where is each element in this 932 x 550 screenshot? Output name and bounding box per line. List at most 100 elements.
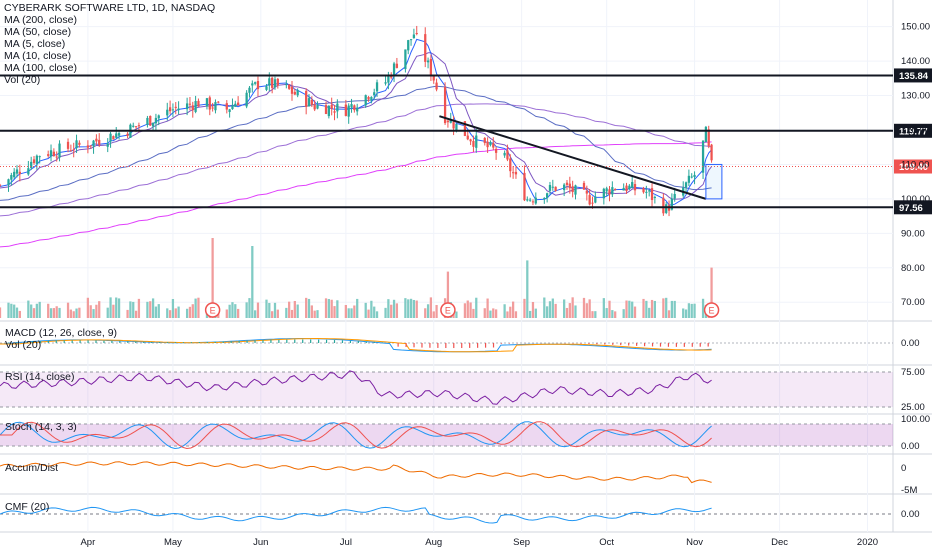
- y-tick-label: 90.00: [901, 228, 925, 239]
- candle-body: [404, 49, 407, 70]
- macd-hist: [55, 340, 57, 343]
- macd-pane-label[interactable]: MACD (12, 26, close, 9): [5, 327, 118, 339]
- volume-bar: [157, 304, 160, 318]
- candle-body: [469, 139, 472, 142]
- candle-body: [483, 138, 486, 144]
- rsi-pane-label[interactable]: RSI (14, close): [5, 371, 75, 383]
- volume-bar: [511, 301, 515, 318]
- volume-bar: [92, 309, 95, 318]
- candle-body: [364, 95, 367, 106]
- trendline-group[interactable]: [439, 115, 723, 200]
- macd-hist: [588, 343, 590, 344]
- macd-hist: [333, 340, 336, 343]
- volume-bar: [188, 306, 192, 318]
- cmf-line: [0, 506, 712, 524]
- symbol-title[interactable]: CYBERARK SOFTWARE LTD, 1D, NASDAQ: [4, 2, 216, 14]
- legend-ma10[interactable]: MA (10, close): [4, 50, 72, 62]
- legend-ma100[interactable]: MA (100, close): [4, 62, 77, 74]
- volume-bar: [134, 310, 138, 318]
- candle-body: [684, 182, 688, 188]
- candle-body: [602, 188, 605, 199]
- volume-bar: [353, 305, 356, 318]
- volume-bar: [288, 301, 291, 318]
- stoch-pane-label[interactable]: Stoch (14, 3, 3): [5, 421, 77, 433]
- macd-hist: [294, 339, 296, 343]
- candle-body: [415, 32, 418, 34]
- candle-body: [526, 199, 529, 201]
- candle-body: [92, 140, 95, 147]
- level-tag-text: 119.77: [899, 126, 928, 137]
- candle-body: [585, 190, 588, 194]
- volume-bar: [662, 298, 665, 318]
- volume-bar: [633, 306, 637, 318]
- macd-hist: [699, 343, 701, 347]
- candle-body: [225, 103, 228, 110]
- main-legend: CYBERARK SOFTWARE LTD, 1D, NASDAQ MA (20…: [4, 2, 215, 86]
- macd-hist: [23, 341, 26, 343]
- volume-bar: [472, 308, 475, 318]
- candle-body: [463, 121, 467, 136]
- volume-bar: [494, 309, 498, 318]
- candle-body: [166, 109, 169, 116]
- volume-bar: [387, 299, 390, 318]
- macd-hist: [437, 343, 439, 348]
- candle-body: [693, 174, 696, 178]
- candle-body: [146, 117, 149, 125]
- macd-hist: [612, 343, 614, 345]
- candle-body: [546, 193, 549, 198]
- candle-body: [293, 91, 296, 95]
- macd-hist: [143, 341, 145, 343]
- level-tag-text: 109.40: [899, 162, 928, 173]
- volume-bar: [177, 306, 180, 318]
- candle-body: [523, 172, 526, 201]
- macd-hist: [222, 341, 224, 343]
- legend-ma50[interactable]: MA (50, close): [4, 26, 72, 38]
- volume-bar: [367, 309, 370, 318]
- y-tick-label: 150.00: [901, 22, 930, 33]
- volume-bar: [670, 300, 674, 318]
- candle-body: [390, 75, 393, 78]
- candle-body: [324, 105, 328, 115]
- volume-bar: [506, 311, 509, 318]
- candle-body: [486, 141, 489, 148]
- legend-vol[interactable]: Vol (20): [4, 74, 41, 86]
- volume-bar: [534, 308, 537, 318]
- candle-body: [117, 133, 121, 136]
- legend-ma5[interactable]: MA (5, close): [4, 38, 66, 50]
- macd-hist: [349, 340, 352, 343]
- volume-bar: [49, 308, 53, 318]
- volume-bar: [151, 298, 155, 318]
- ad-pane-label[interactable]: Accum/Dist: [5, 462, 59, 474]
- volume-bar: [225, 309, 228, 318]
- volume-bar: [66, 302, 70, 318]
- macd-hist: [15, 342, 18, 343]
- legend-ma200[interactable]: MA (200, close): [4, 14, 77, 26]
- macd-hist: [469, 343, 471, 348]
- macd-hist: [397, 343, 399, 347]
- volume-bar: [435, 304, 438, 318]
- earnings-label: E: [709, 306, 715, 316]
- candle-body: [707, 129, 710, 146]
- volume-bar: [285, 307, 288, 318]
- macd-hist: [103, 340, 105, 343]
- ad-tick: -5M: [901, 485, 917, 496]
- candle-body: [205, 98, 209, 107]
- candle-body: [455, 123, 458, 132]
- macd-hist: [421, 343, 423, 348]
- candle-body: [217, 101, 220, 103]
- volume-bar: [409, 298, 413, 318]
- level-tag-bg: [894, 159, 932, 174]
- macd-hist: [214, 341, 216, 343]
- vol-pane-label[interactable]: Vol (20): [5, 339, 42, 351]
- candle-body: [588, 195, 591, 205]
- candle-body: [534, 197, 537, 204]
- ma-line-200: [0, 141, 712, 248]
- x-tick-label: Jul: [340, 537, 352, 548]
- volume-bar: [628, 300, 631, 318]
- moving-averages: [0, 38, 712, 248]
- cmf-pane-label[interactable]: CMF (20): [5, 501, 50, 513]
- price-levels[interactable]: 135.84 119.77 109.40 97.56: [0, 68, 932, 215]
- candle-body: [531, 201, 535, 203]
